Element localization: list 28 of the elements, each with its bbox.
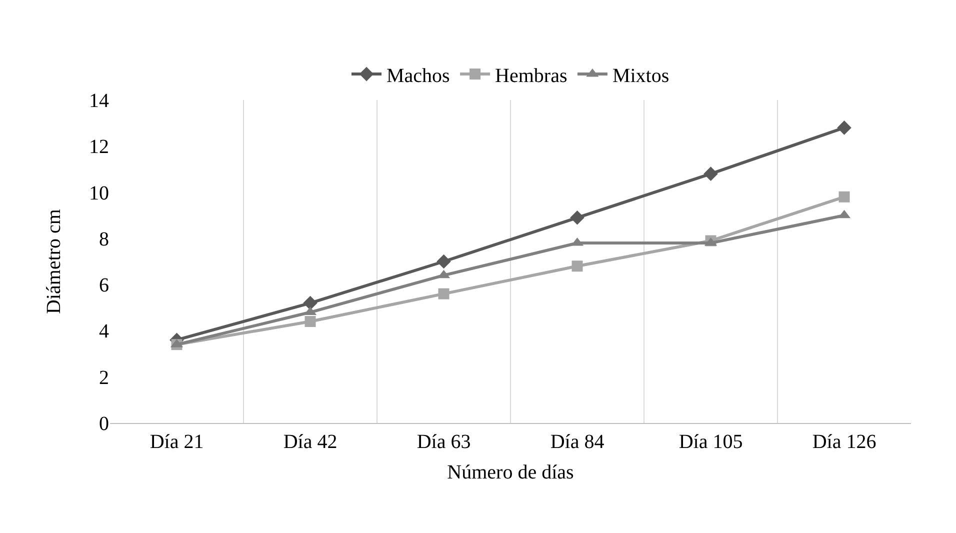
- y-tick-label: 2: [99, 366, 109, 389]
- legend-label: Machos: [386, 64, 450, 87]
- y-tick-label: 8: [99, 228, 109, 250]
- x-tick-label: Día 63: [416, 431, 471, 453]
- y-tick-label: 14: [89, 90, 109, 112]
- point: [436, 254, 451, 269]
- point: [570, 210, 584, 225]
- x-axis-title: Número de días: [447, 462, 574, 484]
- y-tick-label: 12: [89, 136, 109, 158]
- y-axis-title: Diámetro cm: [43, 208, 65, 314]
- y-tick-label: 4: [99, 320, 109, 343]
- point: [303, 296, 318, 310]
- point: [572, 260, 583, 272]
- point: [837, 120, 852, 135]
- x-tick-label: Día 126: [812, 431, 876, 453]
- x-tick-label: Día 42: [283, 431, 338, 453]
- y-tick-label: 0: [99, 413, 109, 435]
- legend-label: Hembras: [495, 64, 568, 87]
- x-tick-label: Día 84: [550, 431, 604, 453]
- x-tick-label: Día 105: [678, 431, 743, 453]
- y-tick-label: 10: [89, 182, 109, 204]
- point: [838, 191, 850, 202]
- point: [438, 288, 450, 300]
- point: [304, 316, 316, 327]
- x-tick-label: Día 21: [150, 431, 204, 453]
- point: [704, 166, 718, 181]
- legend-label: Mixtos: [612, 64, 670, 87]
- y-tick-label: 6: [99, 274, 109, 297]
